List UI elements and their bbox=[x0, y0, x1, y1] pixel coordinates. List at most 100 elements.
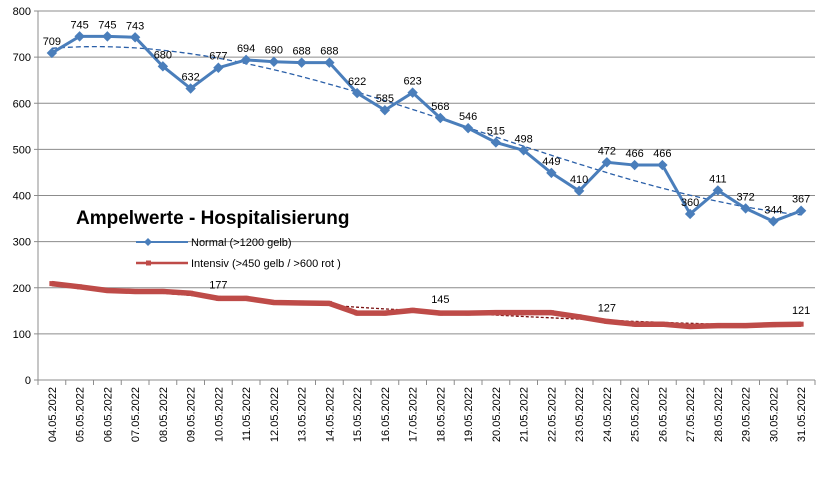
y-axis: 0 100 200 300 400 500 600 700 800 bbox=[13, 6, 39, 387]
data-point-normal bbox=[102, 31, 113, 42]
x-tick-label: 13.05.2022 bbox=[297, 387, 309, 442]
data-point-intensiv bbox=[299, 300, 305, 306]
data-point-intensiv bbox=[687, 323, 693, 329]
x-tick-label: 14.05.2022 bbox=[324, 387, 336, 442]
data-point-intensiv bbox=[77, 284, 83, 290]
data-point-normal bbox=[324, 57, 335, 68]
x-tick-label: 10.05.2022 bbox=[213, 387, 225, 442]
data-point-intensiv bbox=[437, 310, 443, 316]
x-tick-label: 28.05.2022 bbox=[713, 387, 725, 442]
legend: Normal (>1200 gelb) Intensiv (>450 gelb /… bbox=[136, 237, 341, 270]
data-point-intensiv bbox=[521, 310, 527, 316]
y-tick-label: 0 bbox=[25, 375, 31, 387]
data-label-normal: 515 bbox=[487, 125, 505, 137]
data-point-normal bbox=[601, 157, 613, 168]
data-point-intensiv bbox=[410, 307, 416, 313]
legend-marker-normal bbox=[144, 238, 152, 246]
data-label-normal: 677 bbox=[209, 51, 227, 63]
data-point-intensiv bbox=[604, 318, 610, 324]
data-label-normal: 367 bbox=[792, 194, 810, 206]
data-label-normal: 743 bbox=[126, 20, 144, 32]
data-point-intensiv bbox=[188, 290, 194, 296]
data-point-normal bbox=[768, 216, 779, 227]
data-label-normal: 690 bbox=[265, 45, 283, 57]
data-label-normal: 472 bbox=[598, 145, 616, 157]
data-point-normal bbox=[379, 104, 391, 116]
x-tick-label: 25.05.2022 bbox=[630, 387, 642, 442]
data-point-normal bbox=[129, 32, 141, 43]
x-tick-label: 06.05.2022 bbox=[102, 387, 114, 442]
data-label-intensiv: 145 bbox=[431, 294, 449, 306]
data-label-normal: 344 bbox=[764, 204, 782, 216]
data-point-normal bbox=[795, 205, 807, 216]
x-tick-label: 15.05.2022 bbox=[352, 387, 364, 442]
x-tick-label: 04.05.2022 bbox=[47, 387, 59, 442]
data-label-normal: 449 bbox=[542, 156, 560, 168]
x-tick-label: 23.05.2022 bbox=[574, 387, 586, 442]
data-point-normal bbox=[657, 159, 668, 171]
data-point-normal bbox=[573, 185, 585, 197]
x-tick-label: 12.05.2022 bbox=[269, 387, 281, 442]
data-label-normal: 623 bbox=[403, 76, 421, 88]
y-tick-label: 400 bbox=[13, 191, 31, 203]
data-point-intensiv bbox=[132, 288, 138, 294]
data-label-normal: 411 bbox=[709, 173, 727, 185]
series-line-normal bbox=[51, 34, 802, 223]
data-point-normal bbox=[740, 203, 751, 214]
data-label-intensiv: 121 bbox=[792, 305, 810, 317]
data-point-intensiv bbox=[160, 288, 166, 294]
y-tick-label: 100 bbox=[13, 329, 31, 341]
data-label-normal: 585 bbox=[376, 93, 394, 105]
x-tick-label: 08.05.2022 bbox=[158, 387, 170, 442]
data-point-normal bbox=[185, 83, 196, 94]
data-label-normal: 466 bbox=[653, 148, 671, 160]
x-tick-label: 16.05.2022 bbox=[380, 387, 392, 442]
data-point-normal bbox=[490, 137, 502, 148]
data-point-normal bbox=[629, 159, 640, 171]
data-point-intensiv bbox=[743, 323, 749, 329]
data-label-normal: 688 bbox=[292, 46, 310, 58]
data-labels: 709 745 745 743 680 632 677 694 690 688 688 622 585 6… bbox=[43, 19, 811, 317]
legend-marker-intensiv bbox=[146, 260, 151, 266]
data-label-normal: 694 bbox=[237, 43, 255, 55]
legend-label-intensiv: Intensiv (>450 gelb / >600 rot ) bbox=[191, 258, 341, 270]
data-label-intensiv: 127 bbox=[598, 302, 616, 314]
y-tick-label: 700 bbox=[13, 52, 31, 64]
x-tick-label: 19.05.2022 bbox=[463, 387, 475, 442]
data-label-normal: 568 bbox=[431, 101, 449, 113]
x-tick-label: 21.05.2022 bbox=[519, 387, 531, 442]
data-point-intensiv bbox=[326, 300, 332, 306]
trendline-normal bbox=[51, 45, 802, 216]
x-tick-label: 11.05.2022 bbox=[241, 387, 253, 441]
data-point-intensiv bbox=[576, 314, 582, 320]
data-point-normal bbox=[74, 31, 85, 42]
data-point-normal bbox=[407, 87, 418, 98]
data-label-normal: 546 bbox=[459, 111, 477, 123]
y-tick-label: 800 bbox=[13, 6, 31, 18]
chart-title: Ampelwerte - Hospitalisierung bbox=[76, 208, 349, 229]
x-tick-label: 26.05.2022 bbox=[657, 387, 669, 442]
series-line-intensiv bbox=[51, 280, 802, 330]
data-point-normal bbox=[518, 145, 529, 156]
data-point-normal bbox=[46, 47, 58, 59]
x-tick-label: 31.05.2022 bbox=[796, 387, 808, 442]
series-lines bbox=[46, 31, 807, 330]
data-label-intensiv: 177 bbox=[209, 279, 227, 291]
data-label-normal: 745 bbox=[70, 19, 88, 31]
data-point-intensiv bbox=[271, 300, 277, 306]
data-label-normal: 360 bbox=[681, 197, 699, 209]
data-label-normal: 680 bbox=[154, 49, 172, 61]
data-point-normal bbox=[351, 87, 363, 99]
data-point-intensiv bbox=[49, 281, 55, 287]
data-label-normal: 745 bbox=[98, 19, 116, 31]
data-label-normal: 688 bbox=[320, 46, 338, 58]
data-label-normal: 466 bbox=[625, 148, 643, 160]
data-point-intensiv bbox=[104, 288, 110, 294]
y-tick-label: 500 bbox=[13, 144, 31, 156]
data-point-intensiv bbox=[548, 310, 554, 316]
data-point-intensiv bbox=[715, 323, 721, 329]
y-tick-label: 300 bbox=[13, 237, 31, 249]
data-point-normal bbox=[157, 61, 169, 72]
x-axis: 04.05.2022 05.05.2022 06.05.2022 07.05.2022… bbox=[37, 379, 816, 442]
x-tick-label: 30.05.2022 bbox=[768, 387, 780, 442]
